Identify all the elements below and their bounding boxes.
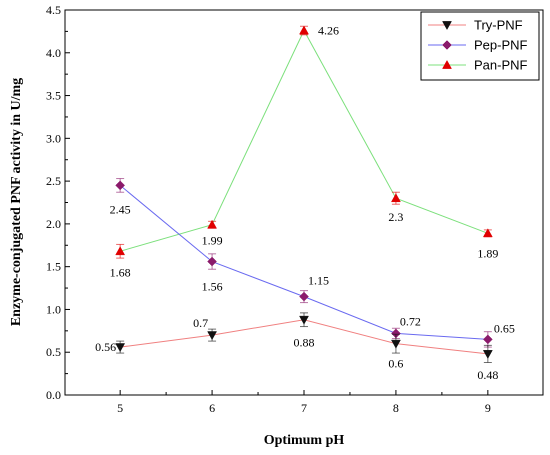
series-try-pnf: 0.56 0.7 0.88 0.6 0.48 — [95, 312, 498, 382]
data-point — [299, 291, 309, 302]
data-point — [482, 334, 493, 345]
legend-marker — [442, 40, 452, 50]
data-point — [207, 256, 217, 267]
series-pep-pnf: 2.45 1.56 1.15 0.72 0.65 — [110, 178, 515, 348]
y-tick-label: 3.0 — [46, 131, 61, 145]
data-label: 1.99 — [202, 234, 223, 248]
data-point — [207, 331, 218, 341]
x-tick-label: 9 — [485, 401, 491, 415]
legend-label: Try-PNF — [474, 18, 523, 33]
x-tick-label: 6 — [209, 401, 215, 415]
y-tick-label: 1.5 — [46, 260, 61, 274]
x-axis-title: Optimum pH — [264, 433, 345, 448]
data-point — [390, 193, 401, 203]
data-point — [482, 228, 493, 238]
data-label: 0.7 — [193, 316, 208, 330]
data-label: 4.26 — [318, 24, 339, 38]
data-point — [115, 343, 126, 353]
x-tick-label: 5 — [117, 401, 123, 415]
data-point — [115, 246, 126, 256]
data-label: 0.88 — [294, 336, 315, 350]
data-label: 0.56 — [95, 340, 116, 354]
x-axis: 5 6 7 8 9 — [117, 390, 491, 415]
data-label: 1.68 — [110, 265, 131, 279]
data-label: 2.3 — [388, 210, 403, 224]
legend-marker — [442, 21, 452, 31]
y-tick-label: 2.5 — [46, 174, 61, 188]
data-label: 0.72 — [400, 314, 421, 328]
data-label: 2.45 — [110, 202, 131, 216]
legend-item-try-pnf: Try-PNF — [428, 18, 523, 33]
data-point — [299, 315, 309, 325]
legend: Try-PNF Pep-PNF Pan-PNF — [420, 11, 540, 81]
data-label: 1.56 — [202, 280, 223, 294]
y-tick-label: 4.0 — [46, 46, 61, 60]
y-tick-label: 0.0 — [46, 388, 61, 402]
y-tick-label: 4.5 — [46, 3, 61, 17]
y-tick-label: 3.5 — [46, 89, 61, 103]
data-label: 0.65 — [494, 321, 515, 335]
data-point — [207, 219, 218, 229]
y-tick-label: 1.0 — [46, 302, 61, 316]
series-layer: 1.681.994.262.31.892.451.56 1.150.72 0.650… — [95, 24, 515, 382]
data-label: 0.6 — [388, 357, 403, 371]
data-label: 1.89 — [477, 246, 498, 260]
legend-label: Pep-PNF — [474, 38, 528, 53]
series-pan-pnf: 1.68 1.99 4.26 2.3 1.89 — [110, 24, 499, 280]
y-tick-label: 0.5 — [46, 345, 61, 359]
data-label: 0.48 — [477, 368, 498, 382]
data-label: 1.15 — [308, 274, 329, 288]
legend-item-pan-pnf: Pan-PNF — [428, 58, 528, 73]
legend-item-pep-pnf: Pep-PNF — [428, 38, 528, 53]
x-tick-label: 8 — [393, 401, 399, 415]
x-tick-label: 7 — [301, 401, 307, 415]
data-point — [390, 339, 401, 349]
y-axis-title: Enzyme-conjugated PNF activity in U/mg — [9, 78, 24, 326]
data-point — [482, 350, 493, 359]
y-tick-label: 2.0 — [46, 217, 61, 231]
data-point — [115, 180, 126, 191]
legend-label: Pan-PNF — [474, 58, 528, 73]
legend-marker — [442, 59, 452, 69]
legend-box — [420, 11, 540, 81]
data-point — [299, 25, 309, 35]
y-axis: 0.0 0.5 1.0 1.5 2.0 2.5 3.0 3.5 4.0 4.5 — [46, 3, 70, 402]
